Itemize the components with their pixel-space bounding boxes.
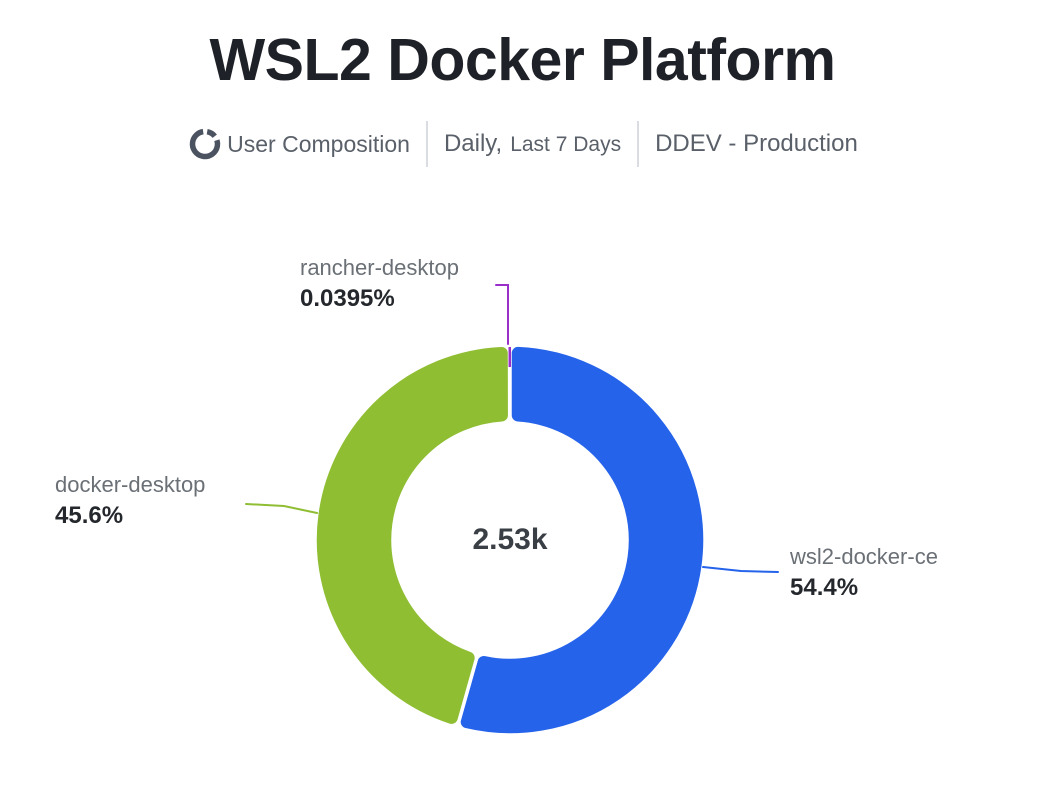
slice-label-wsl2-docker-ce: wsl2-docker-ce 54.4% xyxy=(790,543,938,603)
chart-subtitle-row: User Composition Daily, Last 7 Days DDEV… xyxy=(0,119,1045,169)
label-line-rancher-desktop xyxy=(495,284,509,345)
segment-label: DDEV - Production xyxy=(655,130,858,157)
slice-percent: 0.0395% xyxy=(300,285,395,312)
slice-label-rancher-desktop: rancher-desktop 0.0395% xyxy=(300,254,459,314)
chart-title: WSL2 Docker Platform xyxy=(209,27,836,93)
slice-percent: 54.4% xyxy=(790,574,859,601)
subtitle-divider xyxy=(425,121,428,167)
donut-chart-icon xyxy=(187,126,223,162)
label-line-wsl2-docker-ce xyxy=(702,566,779,573)
label-line-docker-desktop xyxy=(245,503,318,514)
slice-name: docker-desktop xyxy=(55,472,206,497)
period-range-label: Last 7 Days xyxy=(510,133,622,156)
pie-slice-docker-desktop[interactable] xyxy=(313,343,512,728)
period-label-group: Daily, Last 7 Days xyxy=(444,130,621,158)
donut-center-total: 2.53k xyxy=(472,523,548,556)
slice-name: wsl2-docker-ce xyxy=(790,544,938,569)
period-label: Daily, xyxy=(443,130,503,157)
slice-name: rancher-desktop xyxy=(300,255,459,280)
slice-percent: 45.6% xyxy=(55,502,124,529)
slice-label-docker-desktop: docker-desktop 45.6% xyxy=(55,471,205,531)
subtitle-divider xyxy=(637,121,640,167)
pie-slice-wsl2-docker-ce[interactable] xyxy=(457,343,707,737)
metric-label: User Composition xyxy=(227,130,410,157)
